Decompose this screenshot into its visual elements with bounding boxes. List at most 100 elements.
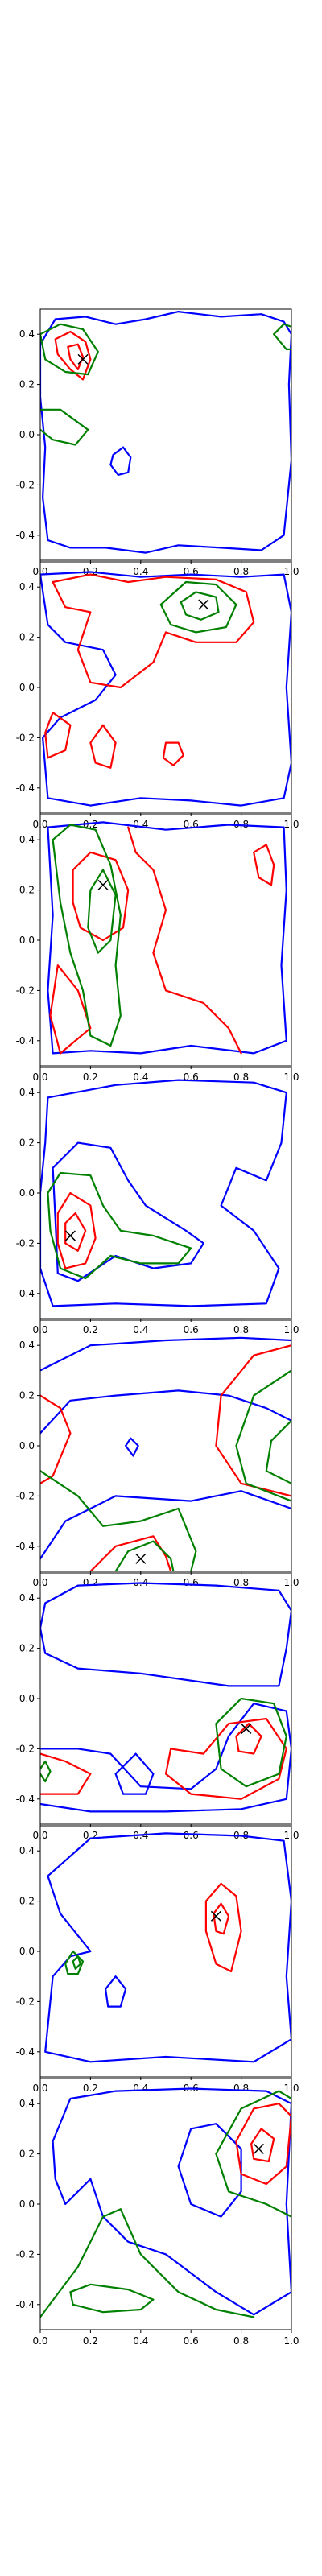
- axes-frame: [39, 1572, 292, 1825]
- contour-line: [52, 2087, 291, 2316]
- x-tick-label: 0.4: [133, 2083, 148, 2094]
- contour-line: [162, 741, 184, 766]
- contour-line: [235, 1369, 291, 1502]
- y-tick-label: 0.2: [19, 1390, 35, 1402]
- x-marker: [241, 1723, 252, 1734]
- x-tick-label: 0.6: [184, 2335, 199, 2347]
- x-tick-label: 0.8: [233, 1577, 249, 1588]
- x-tick-label: 0.2: [83, 1324, 98, 1335]
- contour-line: [213, 1902, 230, 1935]
- y-tick-label: 0.4: [19, 1087, 35, 1098]
- contour-line: [40, 408, 89, 446]
- axes-frame: [39, 1825, 292, 2078]
- y-tick-label: -0.4: [16, 1794, 35, 1805]
- y-tick-label: -0.2: [16, 1996, 35, 2007]
- contour-line: [215, 1697, 287, 1788]
- contour-line: [204, 1882, 242, 1973]
- y-tick-label: -0.4: [16, 782, 35, 794]
- y-tick-label: 0.0: [19, 1693, 35, 1704]
- plot-area: [40, 311, 291, 554]
- y-tick-label: -0.2: [16, 2248, 35, 2260]
- y-tick-label: -0.2: [16, 1237, 35, 1249]
- plot-area: [40, 1336, 291, 1571]
- contour-line: [44, 1832, 291, 2063]
- contour-line: [40, 311, 291, 554]
- y-tick-label: 0.0: [19, 682, 35, 693]
- x-marker: [198, 599, 209, 610]
- x-marker: [64, 1230, 76, 1241]
- x-tick-label: 0.8: [233, 566, 249, 577]
- contour-line: [273, 333, 291, 350]
- contour-line: [40, 1752, 92, 1795]
- contour-line: [40, 1079, 287, 1307]
- x-tick-label: 1.0: [283, 2335, 299, 2347]
- y-tick-label: -0.4: [16, 1541, 35, 1552]
- contour-line: [47, 1171, 192, 1280]
- y-tick-label: 0.4: [19, 328, 35, 340]
- contour-line: [54, 331, 92, 381]
- y-tick-label: 0.0: [19, 1946, 35, 1957]
- x-tick-label: 0.8: [233, 1071, 249, 1083]
- x-tick-label: 0.2: [83, 1577, 98, 1588]
- y-tick-label: 0.4: [19, 834, 35, 845]
- contour-line: [72, 851, 130, 942]
- subplot-5: 0.0 0.2 0.4 0.6 0.8 1.0-0.4-0.20.00.20.4: [16, 1319, 299, 1588]
- y-tick-label: 0.4: [19, 581, 35, 592]
- y-tick-label: 0.0: [19, 1440, 35, 1451]
- contour-line: [40, 1470, 197, 1571]
- contour-line: [64, 1950, 85, 1975]
- x-marker: [77, 353, 89, 365]
- contour-line: [215, 2090, 291, 2155]
- y-tick-label: 0.4: [19, 2098, 35, 2109]
- contour-line: [52, 824, 122, 1047]
- subplot-4: 0.0 0.2 0.4 0.6 0.8 1.0-0.4-0.20.00.20.4: [16, 1067, 299, 1335]
- x-tick-label: 0.4: [133, 819, 148, 830]
- contour-line: [265, 1419, 291, 1484]
- contour-line: [177, 2123, 242, 2218]
- contour-line: [164, 1717, 287, 1800]
- contour-line: [72, 1955, 81, 1970]
- subplot-2: 0.0 0.2 0.4 0.6 0.8 1.0-0.4-0.20.00.20.4: [16, 561, 299, 830]
- contour-line: [253, 844, 275, 886]
- plot-area: [40, 1582, 291, 1813]
- contour-line: [40, 1703, 291, 1813]
- y-tick-label: 0.2: [19, 2149, 35, 2160]
- contour-line: [40, 1490, 291, 1560]
- contour-line: [180, 591, 220, 621]
- x-marker: [97, 879, 109, 890]
- contour-line: [40, 571, 291, 807]
- contour-line: [159, 580, 237, 634]
- axes-frame: [39, 2078, 292, 2330]
- x-tick-label: 0.8: [233, 2335, 249, 2347]
- subplot-7: 0.0 0.2 0.4 0.6 0.8 1.0-0.4-0.20.00.20.4: [16, 1825, 299, 2094]
- x-tick-label: 0.2: [83, 1071, 98, 1083]
- y-tick-label: -0.4: [16, 2046, 35, 2058]
- plot-area: [40, 2087, 291, 2318]
- contour-line: [125, 1437, 139, 1457]
- subplot-8: 0.0 0.2 0.4 0.6 0.8 1.0 -0.4 -0.2 0.0 0.2 0.4: [16, 2078, 299, 2347]
- y-tick-label: -0.4: [16, 1035, 35, 1046]
- y-tick-label: -0.2: [16, 732, 35, 743]
- x-tick-label: 0.8: [233, 2083, 249, 2094]
- contour-line: [40, 323, 99, 376]
- x-marker: [135, 1553, 147, 1564]
- contour-line: [52, 573, 255, 689]
- contour-line: [64, 1212, 87, 1252]
- y-tick-label: 0.4: [19, 1340, 35, 1351]
- contour-line: [40, 1389, 291, 1435]
- y-tick-label: 0.0: [19, 2198, 35, 2210]
- contour-line: [52, 1141, 204, 1282]
- y-tick-label: 0.2: [19, 632, 35, 643]
- y-tick-label: 0.4: [19, 1592, 35, 1604]
- axes-frame: [39, 1319, 292, 1572]
- y-tick-label: -0.2: [16, 1490, 35, 1501]
- contour-line: [105, 1975, 127, 2008]
- contour-line: [67, 343, 85, 370]
- y-tick-label: -0.2: [16, 985, 35, 996]
- y-tick-label: 0.0: [19, 1187, 35, 1199]
- contour-line: [47, 821, 287, 1055]
- x-tick-label: 0.6: [184, 1577, 199, 1588]
- contour-line: [235, 1723, 262, 1755]
- contour-line: [87, 869, 117, 954]
